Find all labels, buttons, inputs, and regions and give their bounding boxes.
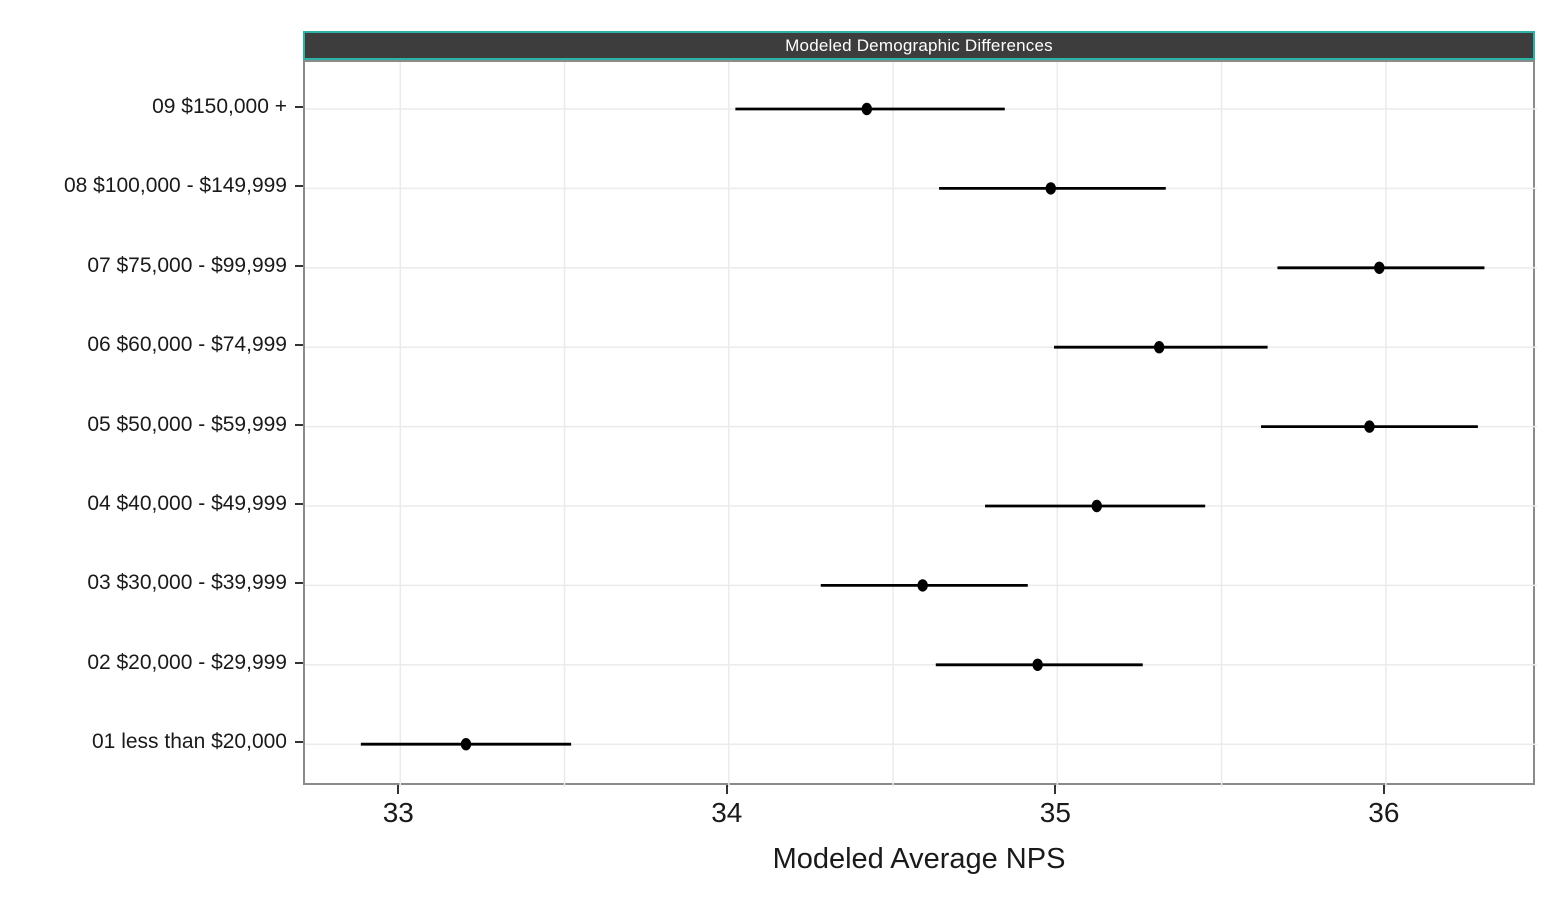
point-estimate: [1153, 341, 1165, 354]
point-estimate: [1374, 261, 1385, 274]
y-tick-label: 02 $20,000 - $29,999: [87, 650, 287, 674]
plot-panel: [303, 60, 1537, 787]
y-tick-mark: [295, 503, 303, 505]
x-axis-title: Modeled Average NPS: [772, 843, 1066, 875]
point-estimate: [861, 102, 872, 116]
x-tick-mark: [397, 785, 400, 794]
y-tick-mark: [295, 423, 303, 426]
point-estimate: [1364, 420, 1375, 433]
y-tick-label: 03 $30,000 - $39,999: [87, 571, 287, 595]
y-tick-label: 05 $50,000 - $59,999: [87, 412, 287, 436]
y-tick-mark: [295, 582, 303, 585]
y-tick-label: 06 $60,000 - $74,999: [87, 333, 287, 357]
y-tick-mark: [295, 741, 303, 744]
y-tick-label: 08 $100,000 - $149,999: [63, 174, 287, 198]
y-tick-mark: [295, 106, 303, 108]
x-tick-label: 36: [1368, 797, 1400, 828]
x-tick-label: 35: [1039, 797, 1071, 828]
y-tick-label: 01 less than $20,000: [92, 730, 287, 754]
x-tick-mark: [1382, 785, 1385, 794]
plot-canvas: [305, 62, 1537, 787]
point-estimate: [1091, 499, 1102, 513]
x-tick-label: 33: [382, 797, 414, 828]
y-tick-label: 09 $150,000 +: [152, 95, 287, 118]
y-tick-mark: [295, 185, 303, 188]
y-tick-mark: [295, 661, 303, 664]
point-estimate: [1045, 182, 1056, 195]
point-estimate: [1032, 658, 1043, 671]
chart-title: Modeled Demographic Differences: [785, 35, 1053, 55]
point-estimate: [460, 738, 472, 751]
y-tick-mark: [295, 264, 303, 267]
x-tick-label: 34: [711, 797, 743, 828]
x-tick-mark: [725, 785, 728, 794]
y-tick-label: 04 $40,000 - $49,999: [87, 492, 287, 515]
y-tick-mark: [295, 344, 303, 347]
panel-title-strip: Modeled Demographic Differences: [303, 31, 1535, 60]
point-estimate: [917, 579, 928, 592]
x-tick-mark: [1054, 785, 1057, 794]
y-tick-label: 07 $75,000 - $99,999: [87, 253, 287, 277]
